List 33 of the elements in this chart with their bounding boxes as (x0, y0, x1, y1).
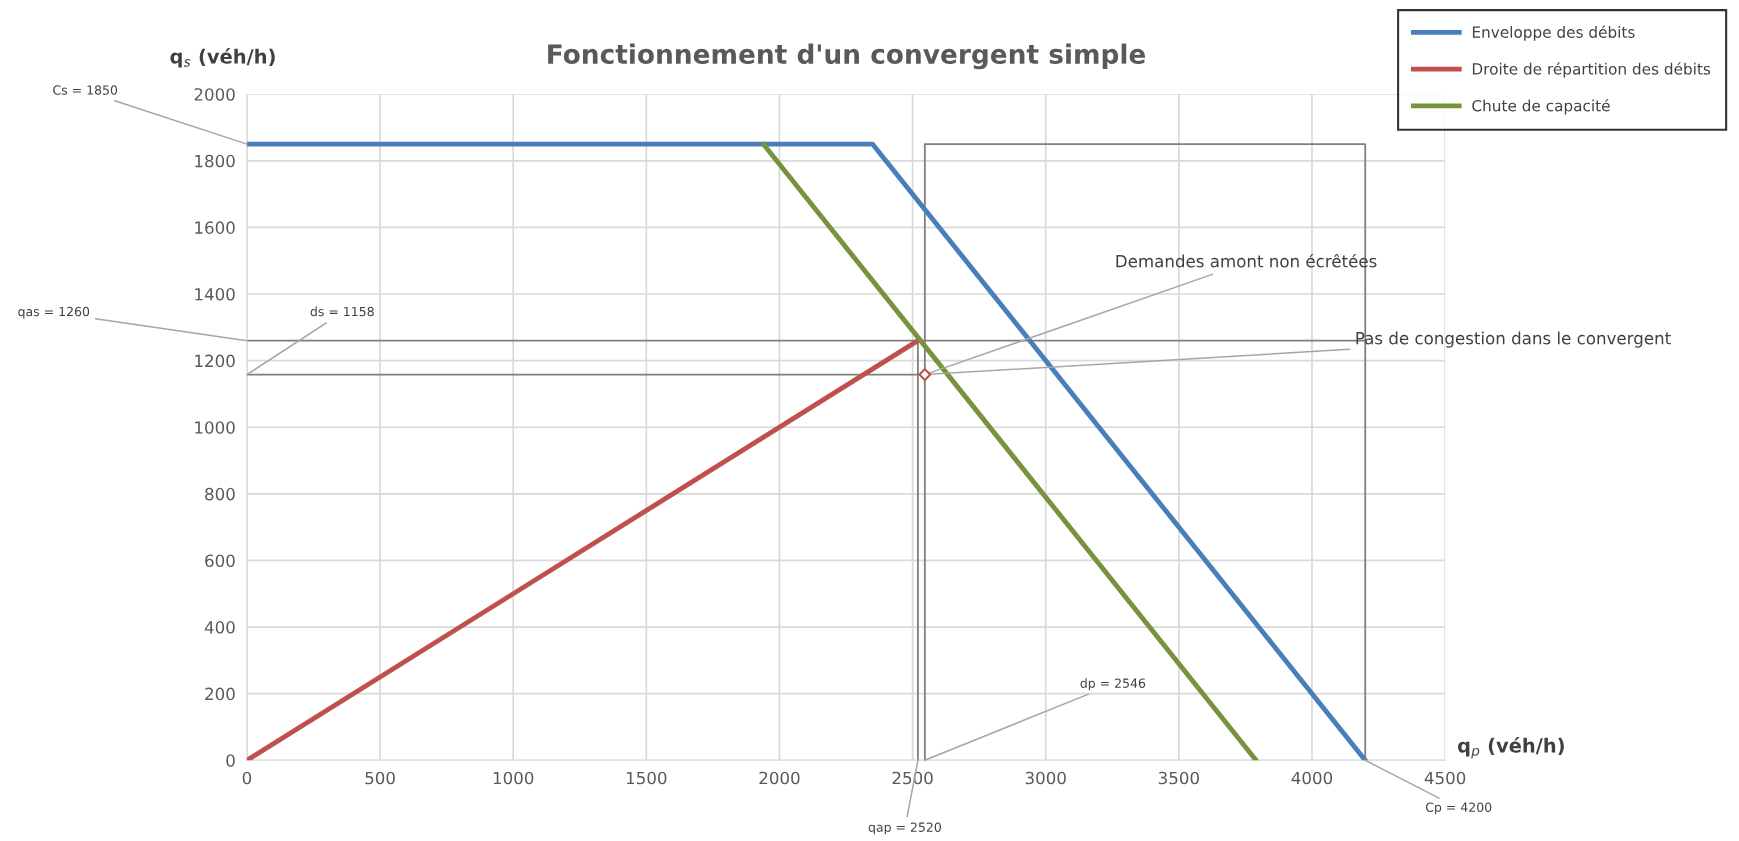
y-tick-label: 400 (204, 621, 235, 634)
y-tick-label: 1800 (195, 154, 235, 168)
y-tick-label: 200 (205, 687, 235, 701)
x-tick-label: 4000 (1291, 771, 1333, 785)
x-tick-label: 2000 (759, 771, 800, 785)
chart-title: Fonctionnement d'un convergent simple (548, 43, 1146, 70)
x-tick-label: 4500 (1424, 771, 1466, 785)
x-tick-label: 2500 (892, 771, 933, 785)
annotation: qap = 2520 (868, 822, 941, 835)
y-tick-label: 800 (205, 487, 235, 501)
legend-label: Chute de capacité (1472, 99, 1610, 115)
annotation: Cp = 4200 (1425, 802, 1492, 815)
x-tick-label: 500 (365, 771, 395, 785)
legend-label: Droite de répartition des débits (1472, 62, 1711, 78)
annotation: Cs = 1850 (53, 85, 118, 95)
x-tick-label: 1500 (626, 771, 667, 785)
x-tick-label: 1000 (493, 771, 534, 785)
y-tick-label: 1600 (195, 221, 235, 234)
annotation: dp = 2546 (1080, 678, 1146, 691)
y-tick-label: 0 (226, 754, 235, 767)
annotation: ds = 1158 (310, 306, 374, 317)
y-tick-label: 2000 (194, 88, 235, 101)
x-tick-label: 3000 (1025, 771, 1066, 785)
x-tick-label: 3500 (1158, 771, 1199, 785)
y-tick-label: 1200 (195, 354, 235, 368)
y-tick-label: 1000 (195, 421, 235, 434)
x-tick-label: 0 (242, 771, 252, 785)
y-tick-label: 1400 (195, 287, 235, 301)
y-tick-label: 600 (205, 554, 235, 568)
legend-label: Enveloppe des débits (1472, 25, 1635, 41)
annotation: qas = 1260 (18, 306, 90, 319)
x-axis-title: q$_{p}$ (véh/h) (1457, 736, 1564, 759)
y-axis-title: q$_{s}$ (véh/h) (170, 47, 275, 68)
